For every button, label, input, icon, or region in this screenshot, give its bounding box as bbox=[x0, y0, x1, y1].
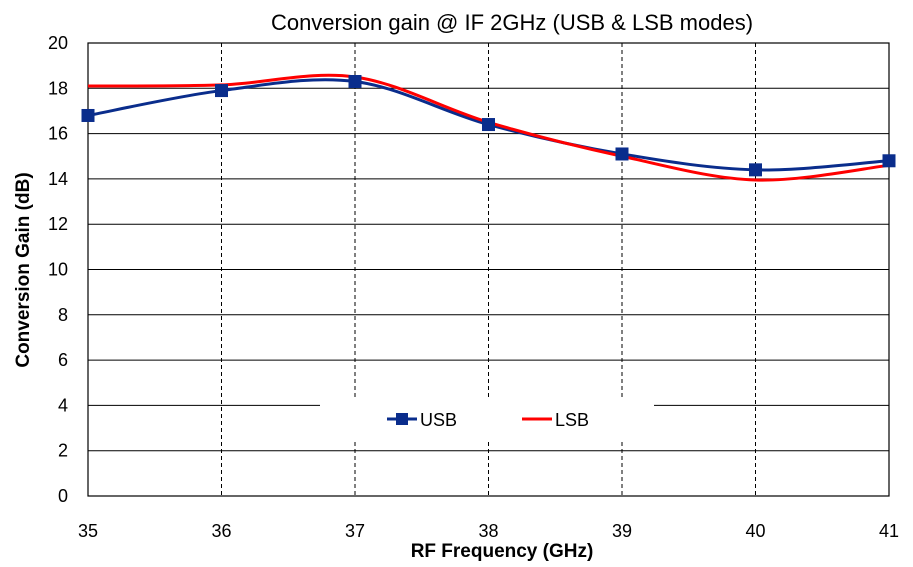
y-tick-label: 12 bbox=[48, 214, 68, 234]
chart-title: Conversion gain @ IF 2GHz (USB & LSB mod… bbox=[271, 10, 753, 35]
y-axis-ticks: 0 2 4 6 8 10 12 14 16 18 20 bbox=[48, 33, 68, 506]
legend-lsb-label: LSB bbox=[555, 410, 589, 430]
data-point-usb bbox=[482, 118, 495, 132]
data-point-usb bbox=[215, 84, 228, 98]
data-point-usb bbox=[615, 147, 629, 161]
x-tick-label: 41 bbox=[879, 521, 899, 541]
data-point-usb bbox=[348, 75, 362, 89]
y-tick-label: 10 bbox=[48, 260, 68, 280]
x-tick-label: 40 bbox=[745, 521, 765, 541]
y-tick-label: 0 bbox=[58, 486, 68, 506]
legend: USB LSB bbox=[320, 397, 654, 442]
y-tick-label: 8 bbox=[58, 305, 68, 325]
y-tick-label: 20 bbox=[48, 33, 68, 53]
x-tick-label: 39 bbox=[612, 521, 632, 541]
y-axis-label: Conversion Gain (dB) bbox=[13, 172, 34, 367]
y-tick-label: 14 bbox=[48, 169, 68, 189]
series-layer bbox=[81, 73, 896, 182]
x-tick-label: 37 bbox=[345, 521, 365, 541]
data-point-usb bbox=[81, 108, 95, 122]
legend-usb-marker bbox=[396, 413, 408, 425]
y-tick-label: 4 bbox=[58, 395, 68, 415]
y-tick-label: 2 bbox=[58, 441, 68, 461]
x-axis-ticks: 35 36 37 38 39 40 41 bbox=[78, 521, 899, 541]
y-tick-label: 6 bbox=[58, 350, 68, 370]
legend-usb-label: USB bbox=[420, 410, 457, 430]
y-tick-label: 18 bbox=[48, 78, 68, 98]
plot-area-frame bbox=[87, 42, 890, 497]
x-tick-label: 38 bbox=[478, 521, 498, 541]
legend-box bbox=[320, 397, 654, 442]
x-axis-label: RF Frequency (GHz) bbox=[411, 541, 594, 562]
data-point-usb bbox=[882, 154, 896, 168]
x-tick-label: 36 bbox=[211, 521, 231, 541]
x-tick-label: 35 bbox=[78, 521, 98, 541]
y-tick-label: 16 bbox=[48, 124, 68, 144]
data-point-usb bbox=[749, 163, 762, 177]
grid bbox=[88, 43, 889, 496]
